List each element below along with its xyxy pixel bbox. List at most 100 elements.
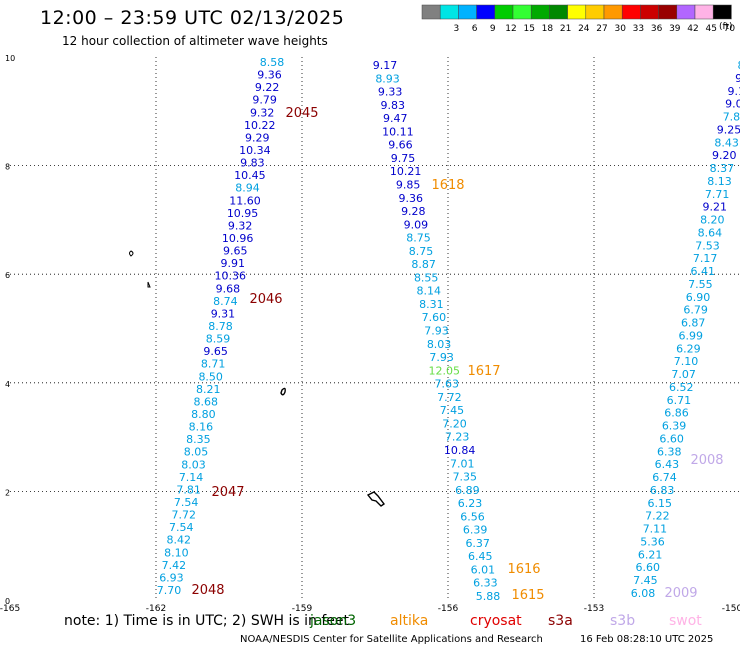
wave-height-label-b: 6.33 bbox=[473, 577, 498, 590]
legend-tick-label: 24 bbox=[578, 24, 590, 34]
y-tick-label: 8 bbox=[5, 163, 10, 172]
wave-height-label-c: 9.1 bbox=[727, 85, 740, 98]
wave-height-label-b: 8.03 bbox=[427, 338, 452, 351]
wave-height-label-b: 9.33 bbox=[378, 86, 403, 99]
wave-height-label-b: 7.63 bbox=[435, 378, 460, 391]
pass-id-label: 2008 bbox=[690, 453, 723, 468]
wave-height-label-c: 9 bbox=[735, 72, 740, 85]
wave-height-label-b: 7.23 bbox=[445, 431, 470, 444]
legend-tick-label: 3 bbox=[454, 24, 460, 34]
wave-height-label-c: 9.21 bbox=[702, 201, 727, 214]
wave-height-label-a: 11.60 bbox=[229, 194, 261, 207]
wave-height-label-b: 6.45 bbox=[468, 550, 493, 563]
wave-height-label-c: 6.52 bbox=[669, 381, 694, 394]
x-tick-label: -165 bbox=[0, 604, 20, 614]
wave-height-label-c: 8 bbox=[738, 59, 740, 72]
wave-height-label-a: 10.45 bbox=[234, 169, 266, 182]
legend-tick-label: 39 bbox=[669, 24, 681, 34]
wave-height-label-a: 8.78 bbox=[208, 320, 233, 333]
wave-height-label-b: 9.83 bbox=[380, 99, 405, 112]
wave-height-label-b: 8.75 bbox=[406, 232, 431, 245]
wave-height-label-a: 7.72 bbox=[171, 509, 196, 522]
legend-tick-label: 21 bbox=[560, 24, 571, 34]
wave-height-label-c: 6.39 bbox=[662, 420, 687, 433]
wave-height-label-a: 10.95 bbox=[227, 207, 259, 220]
wave-height-label-a: 8.59 bbox=[206, 333, 231, 346]
wave-height-label-c: 7.45 bbox=[633, 574, 658, 587]
wave-height-label-c: 6.60 bbox=[636, 561, 661, 574]
legend-tick-label: 15 bbox=[523, 24, 534, 34]
wave-height-label-c: 6.83 bbox=[650, 484, 675, 497]
pass-id-label: 1615 bbox=[511, 588, 544, 603]
wave-height-label-a: 10.96 bbox=[222, 232, 254, 245]
pass-id-label: 1617 bbox=[467, 364, 500, 379]
wave-height-label-a: 8.03 bbox=[181, 458, 206, 471]
island-shape bbox=[280, 387, 286, 396]
wave-height-label-c: 6.41 bbox=[691, 265, 716, 278]
wave-height-label-c: 8.37 bbox=[710, 162, 735, 175]
wave-height-label-b: 6.39 bbox=[463, 524, 488, 537]
wave-height-label-c: 7.07 bbox=[671, 368, 696, 381]
wave-height-label-a: 8.94 bbox=[235, 182, 260, 195]
wave-height-label-a: 8.68 bbox=[194, 395, 219, 408]
wave-height-label-b: 7.01 bbox=[450, 457, 475, 470]
wave-height-label-c: 8.64 bbox=[698, 226, 723, 239]
wave-height-label-a: 8.50 bbox=[198, 370, 223, 383]
wave-height-label-c: 9.25 bbox=[717, 123, 740, 136]
wave-height-label-b: 7.93 bbox=[429, 351, 454, 364]
footer-credit: NOAA/NESDIS Center for Satellite Applica… bbox=[240, 634, 543, 645]
wave-height-label-c: 6.90 bbox=[686, 291, 711, 304]
island-shape bbox=[366, 491, 386, 507]
wave-height-label-b: 7.35 bbox=[453, 471, 478, 484]
wave-height-label-a: 8.80 bbox=[191, 408, 216, 421]
wave-height-label-b: 10.11 bbox=[382, 125, 414, 138]
wave-height-label-c: 6.15 bbox=[647, 497, 672, 510]
wave-height-label-b: 6.89 bbox=[455, 484, 480, 497]
wave-height-label-b: 9.47 bbox=[383, 112, 408, 125]
sat-s3b: s3b bbox=[610, 613, 636, 629]
wave-height-label-b: 6.01 bbox=[471, 563, 496, 576]
wave-height-label-c: 7.17 bbox=[693, 252, 718, 265]
wave-height-label-b: 6.37 bbox=[465, 537, 490, 550]
wave-height-label-a: 8.74 bbox=[213, 295, 238, 308]
wave-height-label-a: 7.81 bbox=[176, 483, 201, 496]
wave-height-label-c: 6.71 bbox=[667, 394, 692, 407]
wave-height-label-c: 6.43 bbox=[655, 458, 680, 471]
wave-height-label-a: 9.91 bbox=[221, 257, 246, 270]
wave-height-label-b: 8.31 bbox=[419, 298, 444, 311]
sat-swot: swot bbox=[669, 613, 702, 629]
x-tick-label: -150 bbox=[722, 604, 740, 614]
wave-height-label-c: 9.0 bbox=[725, 98, 740, 111]
pass-id-label: 2045 bbox=[285, 106, 318, 121]
wave-height-label-a: 8.21 bbox=[196, 383, 221, 396]
wave-height-label-a: 9.65 bbox=[223, 245, 248, 258]
wave-height-label-b: 9.36 bbox=[399, 192, 424, 205]
legend-tick-label: 70 bbox=[724, 24, 736, 34]
wave-height-label-a: 8.05 bbox=[184, 446, 209, 459]
wave-height-label-c: 6.21 bbox=[638, 548, 663, 561]
legend-tick-label: 30 bbox=[614, 24, 626, 34]
wave-height-label-a: 9.36 bbox=[257, 69, 282, 82]
y-tick-label: 0 bbox=[5, 597, 10, 606]
map-title: 12:00 – 23:59 UTC 02/13/2025 bbox=[40, 7, 345, 29]
wave-height-label-c: 7.8 bbox=[723, 111, 740, 124]
footer-note: note: 1) Time is in UTC; 2) SWH is in fe… bbox=[64, 613, 350, 629]
wave-height-label-c: 7.71 bbox=[705, 188, 730, 201]
wave-height-label-a: 9.83 bbox=[240, 157, 265, 170]
legend-tick-label: 36 bbox=[651, 24, 663, 34]
color-legend: 3 6 9 12 15 18 21 24 27 30 33 36 39 42 45 70 bbox=[421, 4, 736, 34]
wave-height-label-c: 6.79 bbox=[683, 304, 708, 317]
legend-unit: (ft) bbox=[719, 22, 733, 32]
wave-height-label-a: 7.54 bbox=[174, 496, 199, 509]
legend-tick-label: 12 bbox=[505, 24, 516, 34]
x-tick-label: -153 bbox=[584, 604, 604, 614]
island-shape bbox=[129, 250, 134, 257]
wave-height-label-c: 5.36 bbox=[640, 535, 665, 548]
wave-height-label-a: 9.22 bbox=[255, 81, 280, 94]
y-tick-label: 10 bbox=[5, 54, 15, 63]
wave-height-label-a: 10.34 bbox=[239, 144, 271, 157]
wave-height-label-b: 10.21 bbox=[390, 165, 422, 178]
pass-id-label: 1618 bbox=[431, 178, 464, 193]
wave-height-label-b: 12.05 bbox=[428, 364, 460, 377]
footer-timestamp: 16 Feb 08:28:10 UTC 2025 bbox=[580, 634, 714, 645]
